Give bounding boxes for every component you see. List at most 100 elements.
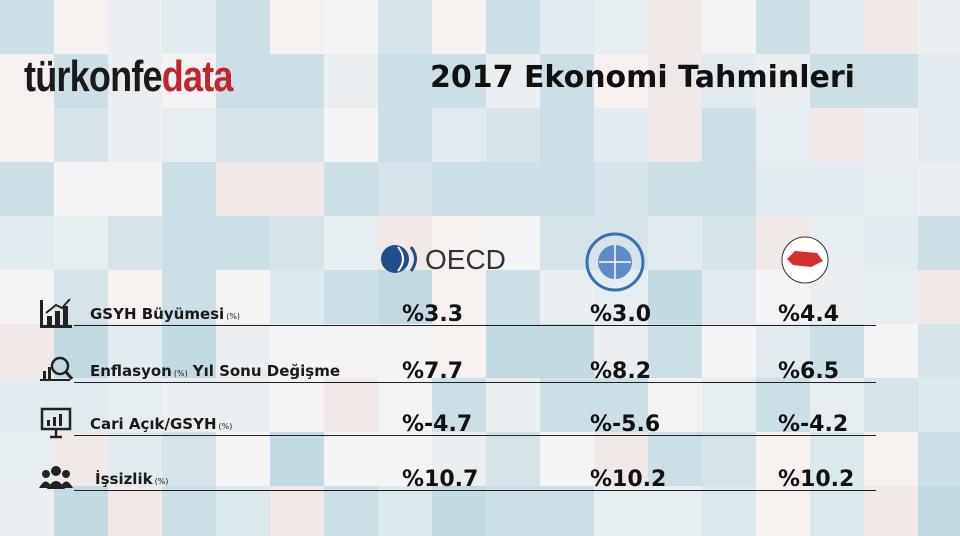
- bg-tile: [162, 270, 216, 324]
- bg-tile: [108, 270, 162, 324]
- bg-tile: [918, 162, 960, 216]
- bg-tile: [756, 0, 810, 54]
- bg-tile: [648, 216, 702, 270]
- bg-tile: [594, 324, 648, 378]
- bg-tile: [486, 270, 540, 324]
- bg-tile: [594, 108, 648, 162]
- bg-tile: [324, 216, 378, 270]
- bg-tile: [648, 270, 702, 324]
- bg-tile: [270, 378, 324, 432]
- bg-tile: [486, 108, 540, 162]
- bg-tile: [864, 378, 918, 432]
- bg-tile: [0, 0, 54, 54]
- bg-tile: [594, 0, 648, 54]
- bg-tile: [54, 324, 108, 378]
- bg-tile: [756, 432, 810, 486]
- bg-tile: [108, 108, 162, 162]
- brand-logo: türkonfedata: [24, 52, 234, 102]
- bg-tile: [432, 378, 486, 432]
- bg-tile: [270, 432, 324, 486]
- ministry-logo: [781, 236, 829, 284]
- bg-tile: [810, 270, 864, 324]
- bg-tile: [648, 486, 702, 536]
- label-text: İşsizlik: [95, 470, 153, 488]
- unit: (%): [154, 477, 169, 486]
- bg-tile: [432, 54, 486, 108]
- bg-tile: [378, 0, 432, 54]
- bg-tile: [594, 162, 648, 216]
- bg-tile: [0, 324, 54, 378]
- bg-tile: [540, 216, 594, 270]
- bg-tile: [594, 378, 648, 432]
- unit: (%): [218, 422, 233, 431]
- bg-tile: [432, 432, 486, 486]
- bg-tile: [540, 378, 594, 432]
- bg-tile: [540, 270, 594, 324]
- cell-value: %10.2: [778, 467, 855, 492]
- bg-tile: [540, 486, 594, 536]
- bg-tile: [864, 486, 918, 536]
- bg-tile: [702, 216, 756, 270]
- cell-value: %-4.2: [778, 412, 849, 437]
- bg-tile: [594, 432, 648, 486]
- bg-tile: [162, 108, 216, 162]
- bg-tile: [918, 216, 960, 270]
- bg-tile: [378, 108, 432, 162]
- bg-tile: [54, 0, 108, 54]
- bg-tile: [270, 486, 324, 536]
- bg-tile: [864, 324, 918, 378]
- row-label: GSYH Büyümesi (%): [90, 305, 245, 323]
- bg-tile: [216, 108, 270, 162]
- bg-tile: [918, 432, 960, 486]
- row-label: İşsizlik (%): [95, 470, 173, 488]
- bg-tile: [270, 54, 324, 108]
- bg-tile: [324, 162, 378, 216]
- bg-tile: [756, 108, 810, 162]
- bg-tile: [918, 270, 960, 324]
- bg-tile: [270, 270, 324, 324]
- bg-tile: [810, 54, 864, 108]
- bg-tile: [486, 486, 540, 536]
- bg-tile: [270, 108, 324, 162]
- bg-tile: [864, 216, 918, 270]
- bg-tile: [702, 0, 756, 54]
- bg-tile: [162, 216, 216, 270]
- bg-tile: [162, 54, 216, 108]
- bg-tile: [486, 378, 540, 432]
- bg-tile: [756, 54, 810, 108]
- bg-tile: [918, 54, 960, 108]
- column-header: OECD: [425, 244, 506, 275]
- cell-value: %7.7: [402, 359, 464, 384]
- bg-tile: [702, 432, 756, 486]
- bg-tile: [54, 162, 108, 216]
- bg-tile: [270, 162, 324, 216]
- label-text: Enflasyon: [90, 362, 172, 380]
- bg-tile: [216, 378, 270, 432]
- bg-tile: [270, 324, 324, 378]
- row-icon: [40, 356, 74, 381]
- bg-tile: [108, 486, 162, 536]
- label-text: Cari Açık/GSYH: [90, 415, 217, 433]
- bg-tile: [810, 162, 864, 216]
- cell-value: %10.2: [590, 467, 667, 492]
- bg-tile: [486, 54, 540, 108]
- bg-tile: [918, 0, 960, 54]
- bg-tile: [378, 54, 432, 108]
- bg-tile: [270, 0, 324, 54]
- bg-tile: [108, 162, 162, 216]
- cell-value: %-5.6: [590, 412, 661, 437]
- bg-tile: [108, 324, 162, 378]
- bg-tile: [0, 486, 54, 536]
- bg-tile: [702, 270, 756, 324]
- bg-tile: [432, 108, 486, 162]
- bg-tile: [54, 486, 108, 536]
- bg-tile: [756, 324, 810, 378]
- bg-tile: [486, 324, 540, 378]
- bg-tile: [594, 54, 648, 108]
- bg-tile: [810, 486, 864, 536]
- cell-value: %-4.7: [402, 412, 473, 437]
- bg-tile: [378, 270, 432, 324]
- bg-tile: [54, 216, 108, 270]
- bg-tile: [702, 162, 756, 216]
